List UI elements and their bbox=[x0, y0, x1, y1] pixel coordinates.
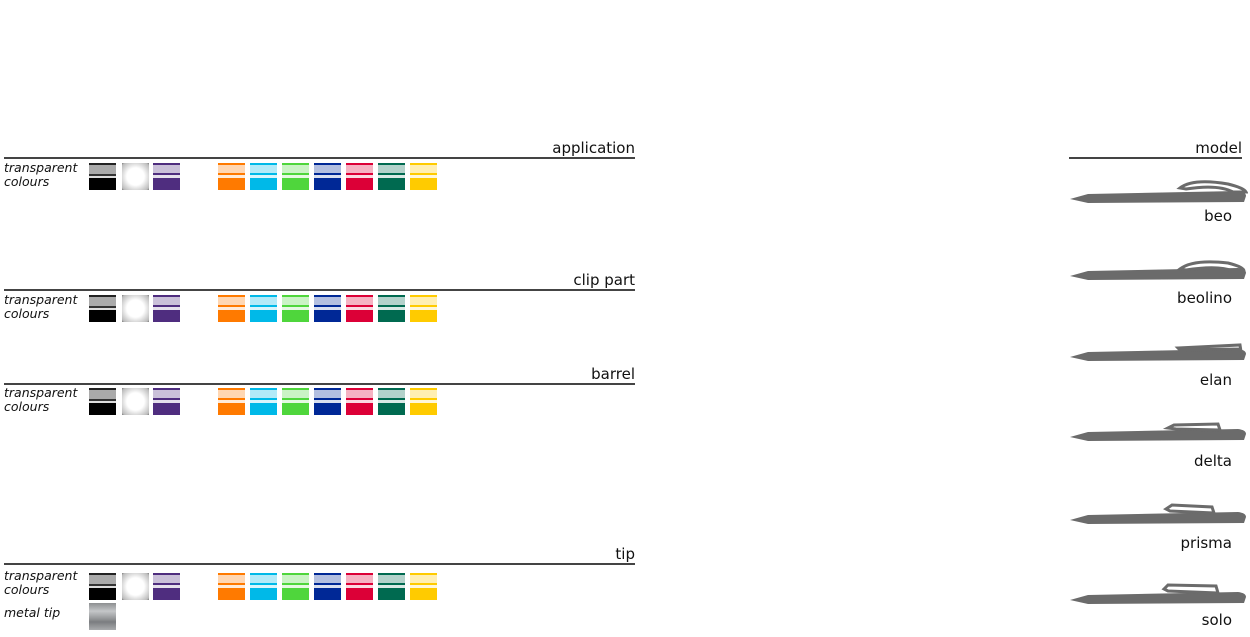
row-label-line1: transparent bbox=[4, 385, 78, 400]
swatch-red bbox=[346, 573, 373, 600]
model-label-elan: elan bbox=[1199, 371, 1232, 389]
row-label-line2: colours bbox=[4, 306, 50, 321]
row-label: transparent colours bbox=[4, 386, 77, 414]
row-label-line1: transparent bbox=[4, 292, 78, 307]
model-title: model bbox=[1069, 139, 1242, 159]
pen-image-delta bbox=[1070, 422, 1246, 441]
swatch-orange bbox=[218, 388, 245, 415]
swatch-yellow bbox=[410, 295, 437, 322]
swatch-teal bbox=[378, 295, 405, 322]
swatch-yellow bbox=[410, 388, 437, 415]
swatch-teal bbox=[378, 573, 405, 600]
swatch-purple bbox=[153, 295, 180, 322]
row-label-line2: colours bbox=[4, 582, 50, 597]
swatch-navy bbox=[314, 573, 341, 600]
swatch-purple bbox=[153, 573, 180, 600]
pen-image-solo bbox=[1070, 583, 1246, 604]
section-clip-part-title: clip part bbox=[4, 271, 635, 291]
swatch-orange bbox=[218, 295, 245, 322]
swatch-cyan bbox=[250, 163, 277, 190]
swatch-black bbox=[89, 163, 116, 190]
swatch-red bbox=[346, 163, 373, 190]
row-label-line1: transparent bbox=[4, 568, 78, 583]
row-label-line2: colours bbox=[4, 399, 50, 414]
swatch-red bbox=[346, 295, 373, 322]
swatch-white bbox=[122, 163, 149, 190]
model-label-solo: solo bbox=[1201, 611, 1232, 629]
swatch-white bbox=[122, 573, 149, 600]
swatch-green bbox=[282, 163, 309, 190]
pen-image-elan bbox=[1070, 343, 1246, 361]
swatch-orange bbox=[218, 163, 245, 190]
swatch-white bbox=[122, 295, 149, 322]
swatch-green bbox=[282, 573, 309, 600]
swatch-cyan bbox=[250, 295, 277, 322]
swatch-navy bbox=[314, 295, 341, 322]
swatch-black bbox=[89, 388, 116, 415]
swatch-purple bbox=[153, 163, 180, 190]
pen-image-prisma bbox=[1070, 503, 1246, 524]
section-tip-title: tip bbox=[4, 545, 635, 565]
swatch-orange bbox=[218, 573, 245, 600]
swatch-purple bbox=[153, 388, 180, 415]
model-label-delta: delta bbox=[1194, 452, 1232, 470]
swatch-black bbox=[89, 295, 116, 322]
model-label-beolino: beolino bbox=[1177, 289, 1232, 307]
pen-image-beolino bbox=[1070, 260, 1246, 280]
row-label: transparent colours bbox=[4, 293, 77, 321]
swatch-red bbox=[346, 388, 373, 415]
pen-image-beo bbox=[1070, 180, 1248, 203]
swatch-green bbox=[282, 388, 309, 415]
swatch-teal bbox=[378, 388, 405, 415]
swatch-teal bbox=[378, 163, 405, 190]
swatch-cyan bbox=[250, 388, 277, 415]
swatch-cyan bbox=[250, 573, 277, 600]
swatch-yellow bbox=[410, 163, 437, 190]
swatch-navy bbox=[314, 388, 341, 415]
section-application-title: application bbox=[4, 139, 635, 159]
swatch-yellow bbox=[410, 573, 437, 600]
section-barrel-title: barrel bbox=[4, 365, 635, 385]
swatch-metal-tip bbox=[89, 603, 116, 630]
swatch-white bbox=[122, 388, 149, 415]
model-label-beo: beo bbox=[1204, 207, 1232, 225]
metal-tip-label: metal tip bbox=[4, 605, 61, 620]
row-label-line2: colours bbox=[4, 174, 50, 189]
row-label-line1: transparent bbox=[4, 160, 78, 175]
swatch-black bbox=[89, 573, 116, 600]
swatch-green bbox=[282, 295, 309, 322]
row-label: transparent colours bbox=[4, 161, 77, 189]
model-label-prisma: prisma bbox=[1180, 534, 1232, 552]
swatch-navy bbox=[314, 163, 341, 190]
row-label: transparent colours bbox=[4, 569, 77, 597]
